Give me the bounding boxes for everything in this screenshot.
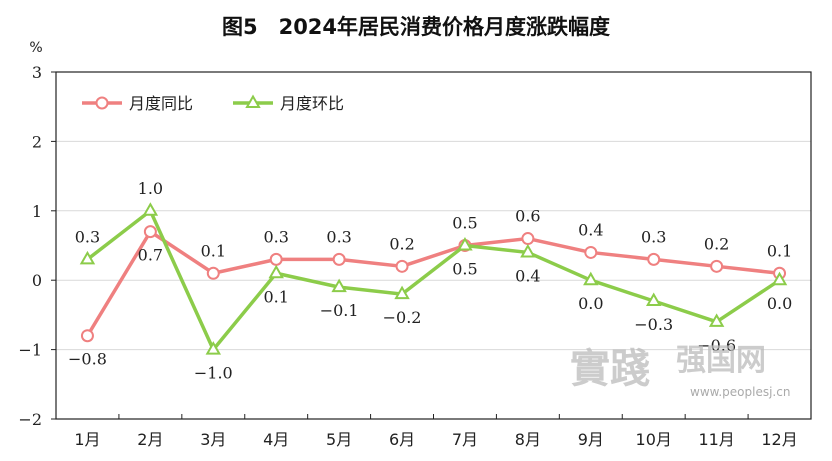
data-label: 1.0 xyxy=(138,179,163,198)
data-point xyxy=(645,292,662,307)
data-point xyxy=(205,341,222,355)
x-tick-label: 4月 xyxy=(263,430,289,449)
x-tick-label: 6月 xyxy=(389,430,415,449)
data-point xyxy=(708,313,725,327)
watermark-url: www.peoplesj.cn xyxy=(690,385,790,399)
legend-label-yoy: 月度同比 xyxy=(129,94,193,113)
x-tick-label: 7月 xyxy=(452,430,478,449)
data-point xyxy=(268,264,284,279)
watermark-seal: 實踐 xyxy=(570,345,650,392)
data-point xyxy=(457,236,473,251)
data-point xyxy=(710,259,724,273)
data-label: −0.1 xyxy=(320,301,359,320)
y-axis-unit: % xyxy=(29,40,42,56)
y-tick-label: 1 xyxy=(32,202,42,221)
data-point xyxy=(80,329,94,343)
data-point xyxy=(142,202,159,216)
x-tick-label: 3月 xyxy=(200,430,226,449)
series-line-mom xyxy=(86,209,781,352)
data-label: 0.1 xyxy=(263,287,288,306)
data-label: 0.3 xyxy=(75,227,100,246)
data-point xyxy=(583,271,599,286)
y-axis-ticks: −2 −1 0 1 2 3 xyxy=(18,63,56,429)
data-point xyxy=(269,252,283,266)
y-tick-label: 3 xyxy=(32,63,42,82)
data-point xyxy=(771,271,788,286)
x-tick-label: 10月 xyxy=(636,430,672,449)
data-point xyxy=(79,250,96,265)
x-tick-label: 5月 xyxy=(326,430,352,449)
data-label: 0.6 xyxy=(515,207,540,226)
watermark-site-name: 强国网 xyxy=(676,343,766,378)
x-axis-ticks: 1月 2月 3月 4月 5月 6月 7月 8月 9月 10月 11月 12月 xyxy=(74,414,798,449)
data-point xyxy=(521,232,535,246)
data-point xyxy=(331,278,347,293)
legend-label-mom: 月度环比 xyxy=(280,94,344,113)
data-point xyxy=(395,259,409,273)
x-tick-label: 2月 xyxy=(137,430,163,449)
data-label: 0.0 xyxy=(578,294,603,313)
data-label: 0.1 xyxy=(767,241,792,260)
data-point xyxy=(332,252,346,266)
data-labels: −0.8 0.7 0.1 0.3 0.3 0.2 0.5 0.6 0.4 0.3 0.2 0.1 0.3… xyxy=(68,179,792,383)
data-label: −0.8 xyxy=(68,350,107,369)
y-tick-label: 2 xyxy=(32,132,42,151)
legend: 月度同比 月度环比 xyxy=(82,94,344,113)
data-label: 0.2 xyxy=(389,234,414,253)
series xyxy=(79,202,788,355)
watermark: 實踐 强国网 www.peoplesj.cn xyxy=(570,343,790,399)
data-label: 0.5 xyxy=(452,214,477,233)
x-tick-label: 1月 xyxy=(74,430,100,449)
y-tick-label: 0 xyxy=(32,271,42,290)
data-label: 0.4 xyxy=(578,220,603,239)
legend-marker-mom xyxy=(245,94,261,108)
data-label: −0.6 xyxy=(697,336,736,355)
data-label: 0.1 xyxy=(201,241,226,260)
data-label: 0.0 xyxy=(767,294,792,313)
data-label: 0.3 xyxy=(641,227,666,246)
data-point xyxy=(143,225,157,239)
x-tick-label: 11月 xyxy=(698,430,734,449)
data-label: 0.4 xyxy=(515,266,540,285)
data-label: 0.7 xyxy=(138,246,163,265)
x-tick-label: 9月 xyxy=(578,430,604,449)
legend-marker-yoy xyxy=(95,96,109,110)
x-tick-label: 8月 xyxy=(515,430,541,449)
data-point xyxy=(394,285,410,300)
chart-title: 图5 2024年居民消费价格月度涨跌幅度 xyxy=(222,15,610,39)
data-point xyxy=(206,266,220,280)
data-label: 0.3 xyxy=(326,227,351,246)
x-tick-label: 12月 xyxy=(761,430,797,449)
data-label: −1.0 xyxy=(194,364,233,383)
data-label: 0.5 xyxy=(452,260,477,279)
data-label: 0.2 xyxy=(704,234,729,253)
series-line-yoy xyxy=(85,229,780,337)
data-label: −0.2 xyxy=(383,308,422,327)
y-tick-label: −1 xyxy=(18,341,42,360)
data-label: −0.3 xyxy=(634,315,673,334)
data-label: 0.3 xyxy=(263,227,288,246)
y-tick-label: −2 xyxy=(18,410,42,429)
data-point xyxy=(647,252,661,266)
data-point xyxy=(520,243,536,258)
data-point xyxy=(584,245,598,259)
